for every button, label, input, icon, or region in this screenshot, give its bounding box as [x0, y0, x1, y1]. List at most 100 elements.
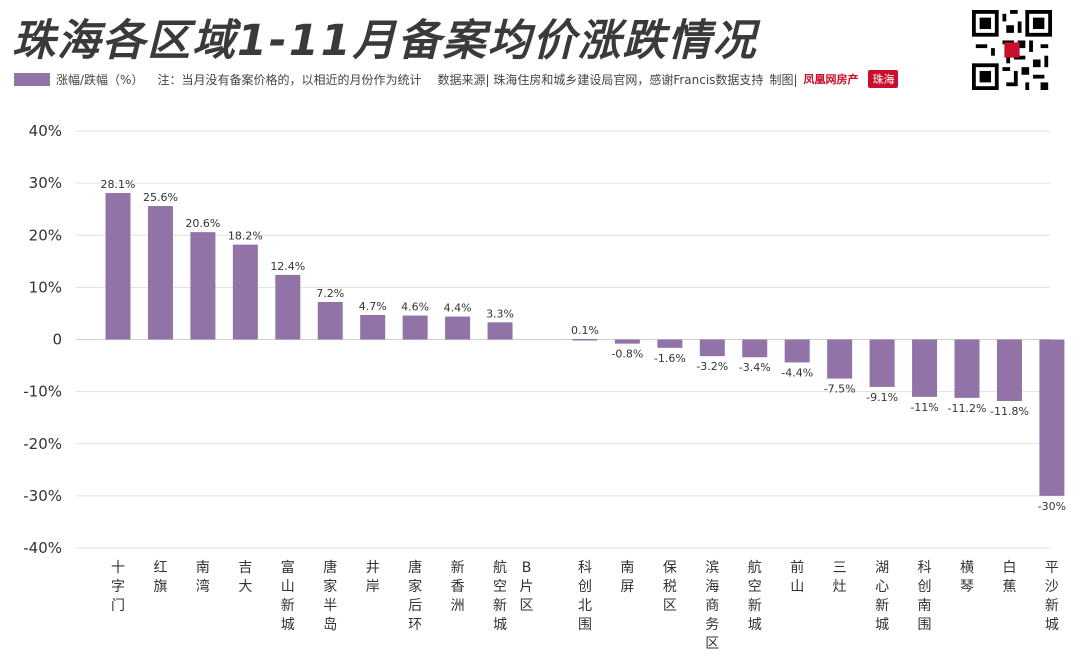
qr-code-icon: [972, 10, 1052, 90]
legend-label: 涨幅/跌幅（%）: [56, 72, 144, 87]
y-tick-label: -40%: [23, 539, 62, 557]
category-label: 南: [620, 560, 634, 576]
category-label: 半: [323, 598, 337, 614]
category-label: 区: [663, 598, 677, 614]
bar: [784, 339, 810, 363]
data-label: 3.3%: [486, 307, 514, 320]
category-label: 琴: [960, 579, 974, 595]
data-label: -3.4%: [739, 361, 771, 374]
data-label: 28.1%: [101, 178, 136, 191]
category-label: 区: [520, 598, 534, 614]
data-label: 7.2%: [316, 287, 344, 300]
category-label: 十: [111, 560, 125, 576]
category-label: B: [522, 560, 532, 576]
legend-swatch: [14, 72, 50, 86]
data-label: -3.2%: [696, 360, 728, 373]
bar: [147, 206, 173, 340]
bar: [402, 315, 428, 340]
data-label: -11.2%: [948, 402, 987, 415]
data-label: 0.1%: [571, 324, 599, 337]
category-label: 围: [918, 617, 932, 633]
category-label: 门: [111, 598, 125, 614]
bar: [190, 232, 216, 340]
logo-text: 凤凰网房产: [803, 73, 859, 86]
category-label: 红: [153, 560, 167, 576]
bar: [699, 339, 725, 357]
bar: [445, 316, 471, 340]
y-tick-label: -20%: [23, 435, 62, 453]
category-label: 环: [408, 617, 422, 633]
bar: [827, 339, 853, 379]
category-label: 围: [578, 617, 592, 633]
y-tick-label: 20%: [29, 226, 62, 244]
category-label: 心: [875, 579, 889, 595]
bar: [360, 315, 386, 340]
category-label: 北: [578, 598, 592, 614]
category-label: 横: [960, 560, 974, 576]
category-label: 新: [748, 598, 762, 614]
category-label: 唐: [323, 559, 337, 576]
data-label: -7.5%: [824, 383, 856, 396]
data-label: 12.4%: [270, 260, 305, 273]
made-by-text: 制图|: [769, 72, 798, 87]
data-label: -1.6%: [654, 352, 686, 365]
category-label: 城: [493, 617, 507, 633]
category-label: 航: [748, 560, 762, 576]
category-label: 字: [111, 579, 125, 595]
bar: [954, 339, 980, 398]
category-label: 科: [578, 560, 592, 576]
category-label: 务: [705, 617, 719, 633]
note-text: 注：当月没有备案价格的，以相近的月份作为统计: [157, 72, 422, 87]
category-label: 湖: [875, 560, 889, 576]
bar: [275, 274, 301, 340]
category-label: 保: [663, 560, 677, 576]
data-label: 4.6%: [401, 301, 429, 314]
category-label: 新: [875, 598, 889, 614]
category-label: 山: [790, 579, 804, 595]
category-label: 新: [493, 598, 507, 614]
category-label: 城: [875, 617, 889, 633]
chart-title: 珠海各区域1-11月备案均价涨跌情况: [12, 16, 758, 66]
category-label: 旗: [153, 579, 167, 595]
category-label: 城: [281, 617, 295, 633]
bar: [1039, 339, 1065, 496]
category-label: 白: [1002, 560, 1016, 576]
category-label: 空: [493, 579, 507, 595]
category-label: 家: [408, 578, 422, 595]
y-tick-label: -10%: [23, 383, 62, 401]
category-label: 南: [918, 598, 932, 614]
category-label: 前: [790, 559, 804, 576]
category-label: 区: [705, 636, 719, 652]
category-label: 岸: [366, 579, 380, 595]
y-tick-label: 10%: [29, 278, 62, 296]
category-label: 后: [408, 598, 422, 614]
y-tick-label: 30%: [29, 174, 62, 192]
category-label: 税: [663, 579, 677, 595]
y-tick-label: -30%: [23, 487, 62, 505]
bar: [232, 244, 258, 340]
category-label: 蕉: [1002, 579, 1016, 595]
bar: [105, 193, 131, 340]
category-label: 新: [1045, 598, 1059, 614]
data-label: -11%: [910, 401, 938, 414]
bar: [572, 338, 598, 341]
category-label: 空: [748, 579, 762, 595]
data-label: 20.6%: [185, 217, 220, 230]
category-label: 山: [281, 579, 295, 595]
data-label: -9.1%: [866, 391, 898, 404]
bar: [869, 339, 895, 387]
source-text: 数据来源| 珠海住房和城乡建设局官网，感谢Francis数据支持: [437, 72, 764, 87]
category-label: 商: [705, 598, 719, 614]
data-label: 18.2%: [228, 230, 263, 243]
bar: [912, 339, 938, 397]
category-label: 沙: [1045, 579, 1059, 595]
y-tick-label: 0: [52, 331, 62, 349]
data-label: 4.4%: [444, 302, 472, 315]
category-label: 片: [520, 579, 534, 595]
data-label: 25.6%: [143, 191, 178, 204]
category-label: 唐: [408, 559, 422, 576]
category-label: 平: [1045, 560, 1059, 576]
category-label: 创: [918, 579, 932, 595]
category-label: 新: [451, 560, 465, 576]
